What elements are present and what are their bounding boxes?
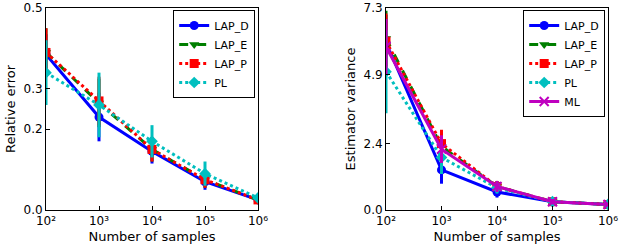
svg-text:0.2: 0.2 [24, 122, 43, 136]
svg-text:10²: 10² [36, 214, 56, 228]
svg-text:10²: 10² [376, 214, 396, 228]
svg-text:10⁴: 10⁴ [142, 214, 162, 228]
svg-text:Number of samples: Number of samples [88, 229, 215, 244]
svg-text:0.0: 0.0 [364, 203, 383, 217]
svg-text:0.3: 0.3 [24, 82, 43, 96]
svg-text:Estimator variance: Estimator variance [343, 48, 358, 171]
svg-text:LAP_P: LAP_P [214, 58, 247, 71]
svg-text:10⁶: 10⁶ [248, 214, 268, 228]
svg-text:10⁶: 10⁶ [598, 214, 618, 228]
svg-text:0.5: 0.5 [24, 1, 43, 15]
svg-text:ML: ML [564, 96, 580, 109]
svg-text:10³: 10³ [431, 214, 451, 228]
svg-text:LAP_E: LAP_E [214, 39, 247, 52]
svg-text:Relative error: Relative error [3, 64, 18, 153]
svg-text:10⁴: 10⁴ [487, 214, 507, 228]
svg-text:10⁵: 10⁵ [195, 214, 215, 228]
svg-text:4.9: 4.9 [364, 68, 383, 82]
svg-text:PL: PL [214, 77, 228, 90]
svg-text:10⁵: 10⁵ [542, 214, 562, 228]
svg-text:7.3: 7.3 [364, 1, 383, 15]
svg-text:LAP_D: LAP_D [564, 20, 599, 33]
svg-text:LAP_P: LAP_P [564, 58, 597, 71]
svg-text:LAP_D: LAP_D [214, 20, 249, 33]
svg-text:Number of samples: Number of samples [433, 229, 560, 244]
svg-text:PL: PL [564, 77, 578, 90]
svg-text:0.0: 0.0 [24, 203, 43, 217]
svg-text:LAP_E: LAP_E [564, 39, 597, 52]
svg-text:2.4: 2.4 [364, 137, 383, 151]
svg-text:10³: 10³ [89, 214, 109, 228]
